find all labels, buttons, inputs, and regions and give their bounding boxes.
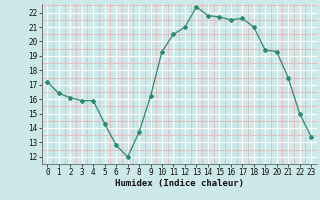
X-axis label: Humidex (Indice chaleur): Humidex (Indice chaleur) [115, 179, 244, 188]
